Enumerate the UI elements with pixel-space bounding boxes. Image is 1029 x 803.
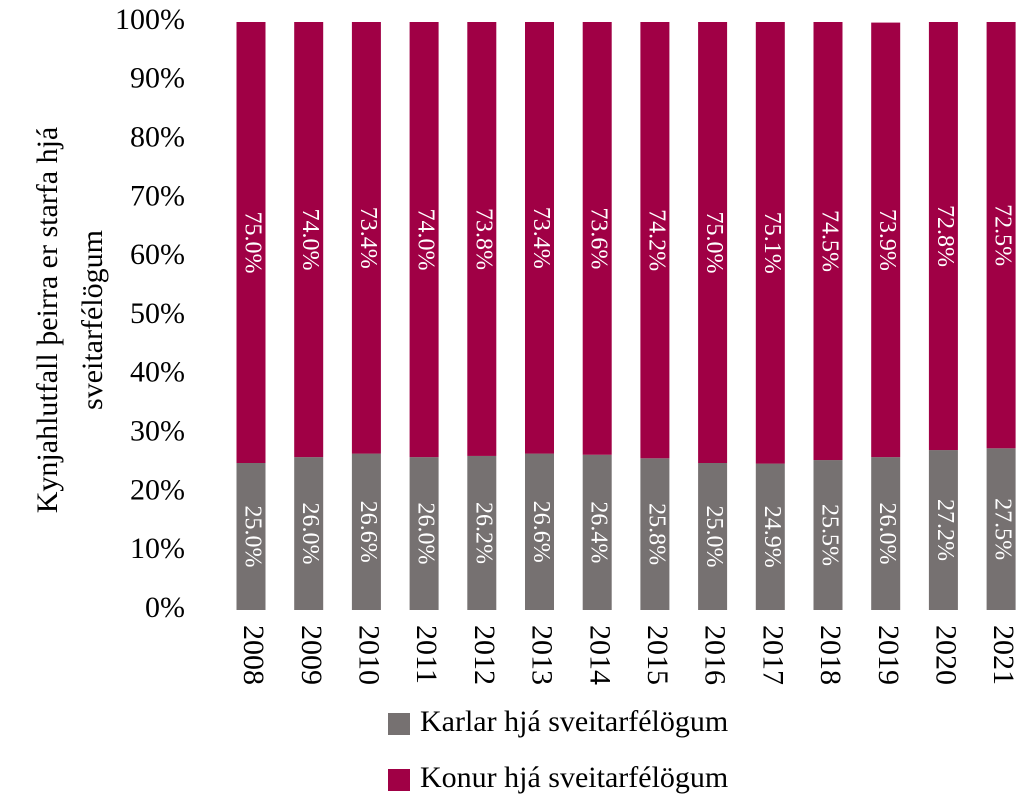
- bar-segment: [928, 22, 958, 451]
- x-tick-label: 2016: [699, 625, 732, 685]
- value-label: 26.0%: [297, 503, 323, 565]
- bar-segment: [236, 463, 266, 610]
- bar-segment: [871, 457, 901, 610]
- y-tick-label: 40%: [130, 356, 185, 389]
- value-label: 73.8%: [470, 208, 496, 270]
- value-label: 74.2%: [643, 209, 669, 271]
- value-label: 26.0%: [413, 503, 439, 565]
- bar-segment: [871, 22, 901, 458]
- x-tick-label: 2018: [814, 625, 847, 685]
- bar-segment: [698, 22, 728, 463]
- bar-segment: [813, 22, 843, 461]
- value-label: 25.8%: [643, 503, 669, 565]
- x-tick-label: 2015: [641, 625, 674, 685]
- value-label: 73.4%: [355, 207, 381, 269]
- bar-segment: [813, 460, 843, 610]
- y-tick-label: 10%: [130, 532, 185, 565]
- bar-segment: [467, 455, 497, 610]
- legend-label: Konur hjá sveitarfélögum: [420, 761, 728, 794]
- bar-segment: [698, 463, 728, 610]
- bar-segment: [351, 453, 381, 610]
- x-tick-label: 2017: [756, 625, 789, 685]
- bar-segment: [236, 22, 266, 463]
- bar-segment: [755, 463, 785, 610]
- bar-segment: [525, 453, 554, 610]
- x-tick-label: 2011: [410, 625, 443, 684]
- value-label: 74.5%: [816, 210, 842, 272]
- value-label: 27.5%: [990, 498, 1016, 560]
- x-tick-label: 2009: [295, 625, 328, 685]
- value-label: 26.6%: [528, 501, 554, 563]
- value-label: 24.9%: [759, 506, 785, 568]
- bar-segment: [582, 22, 612, 455]
- bar-segment: [409, 22, 439, 458]
- x-tick-label: 2012: [468, 625, 501, 685]
- bar-segment: [351, 22, 381, 454]
- y-tick-label: 20%: [130, 473, 185, 506]
- x-tick-label: 2019: [872, 625, 905, 685]
- value-label: 26.2%: [470, 502, 496, 564]
- y-tick-label: 50%: [130, 297, 185, 330]
- y-tick-label: 90%: [130, 62, 185, 95]
- bar-segment: [409, 457, 439, 610]
- x-tick-label: 2013: [526, 625, 559, 685]
- bar-segment: [294, 22, 324, 458]
- legend-label: Karlar hjá sveitarfélögum: [420, 705, 728, 738]
- x-tick-label: 2008: [237, 625, 270, 685]
- bar-segment: [294, 457, 324, 610]
- bar-segment: [467, 22, 497, 456]
- bar-segment: [582, 454, 612, 610]
- value-label: 73.6%: [586, 207, 612, 269]
- value-label: 26.4%: [586, 501, 612, 563]
- y-tick-label: 30%: [130, 414, 185, 447]
- y-tick-label: 0%: [145, 591, 185, 624]
- y-tick-label: 70%: [130, 179, 185, 212]
- bar-segment: [986, 448, 1016, 610]
- x-tick-label: 2021: [987, 625, 1020, 685]
- y-axis-title: Kynjahlutfall þeirra er starfa hjá: [31, 127, 64, 513]
- value-label: 75.0%: [239, 212, 265, 274]
- bar-segment: [755, 22, 785, 464]
- y-tick-label: 80%: [130, 120, 185, 153]
- legend-swatch: [388, 769, 410, 791]
- value-label: 73.9%: [874, 209, 900, 271]
- value-label: 72.8%: [932, 205, 958, 267]
- value-label: 26.0%: [874, 503, 900, 565]
- value-label: 74.0%: [297, 209, 323, 271]
- value-label: 73.4%: [528, 207, 554, 269]
- x-tick-label: 2010: [353, 625, 386, 685]
- bar-segment: [928, 450, 958, 610]
- bar-segment: [986, 22, 1016, 449]
- bar-segment: [640, 22, 670, 459]
- x-tick-label: 2020: [930, 625, 963, 685]
- bar-segment: [640, 458, 670, 610]
- value-label: 25.0%: [701, 506, 727, 568]
- value-label: 27.2%: [932, 499, 958, 561]
- value-label: 26.6%: [355, 501, 381, 563]
- value-label: 75.1%: [759, 212, 785, 274]
- y-tick-label: 60%: [130, 238, 185, 271]
- x-tick-label: 2014: [583, 625, 616, 685]
- value-label: 25.5%: [816, 504, 842, 566]
- value-label: 72.5%: [990, 204, 1016, 266]
- value-label: 74.0%: [413, 209, 439, 271]
- y-tick-label: 100%: [115, 3, 185, 36]
- legend-swatch: [388, 713, 410, 735]
- value-label: 25.0%: [239, 506, 265, 568]
- bar-segment: [525, 22, 554, 454]
- value-label: 75.0%: [701, 212, 727, 274]
- y-axis-title: sveitarfélögum: [76, 230, 109, 410]
